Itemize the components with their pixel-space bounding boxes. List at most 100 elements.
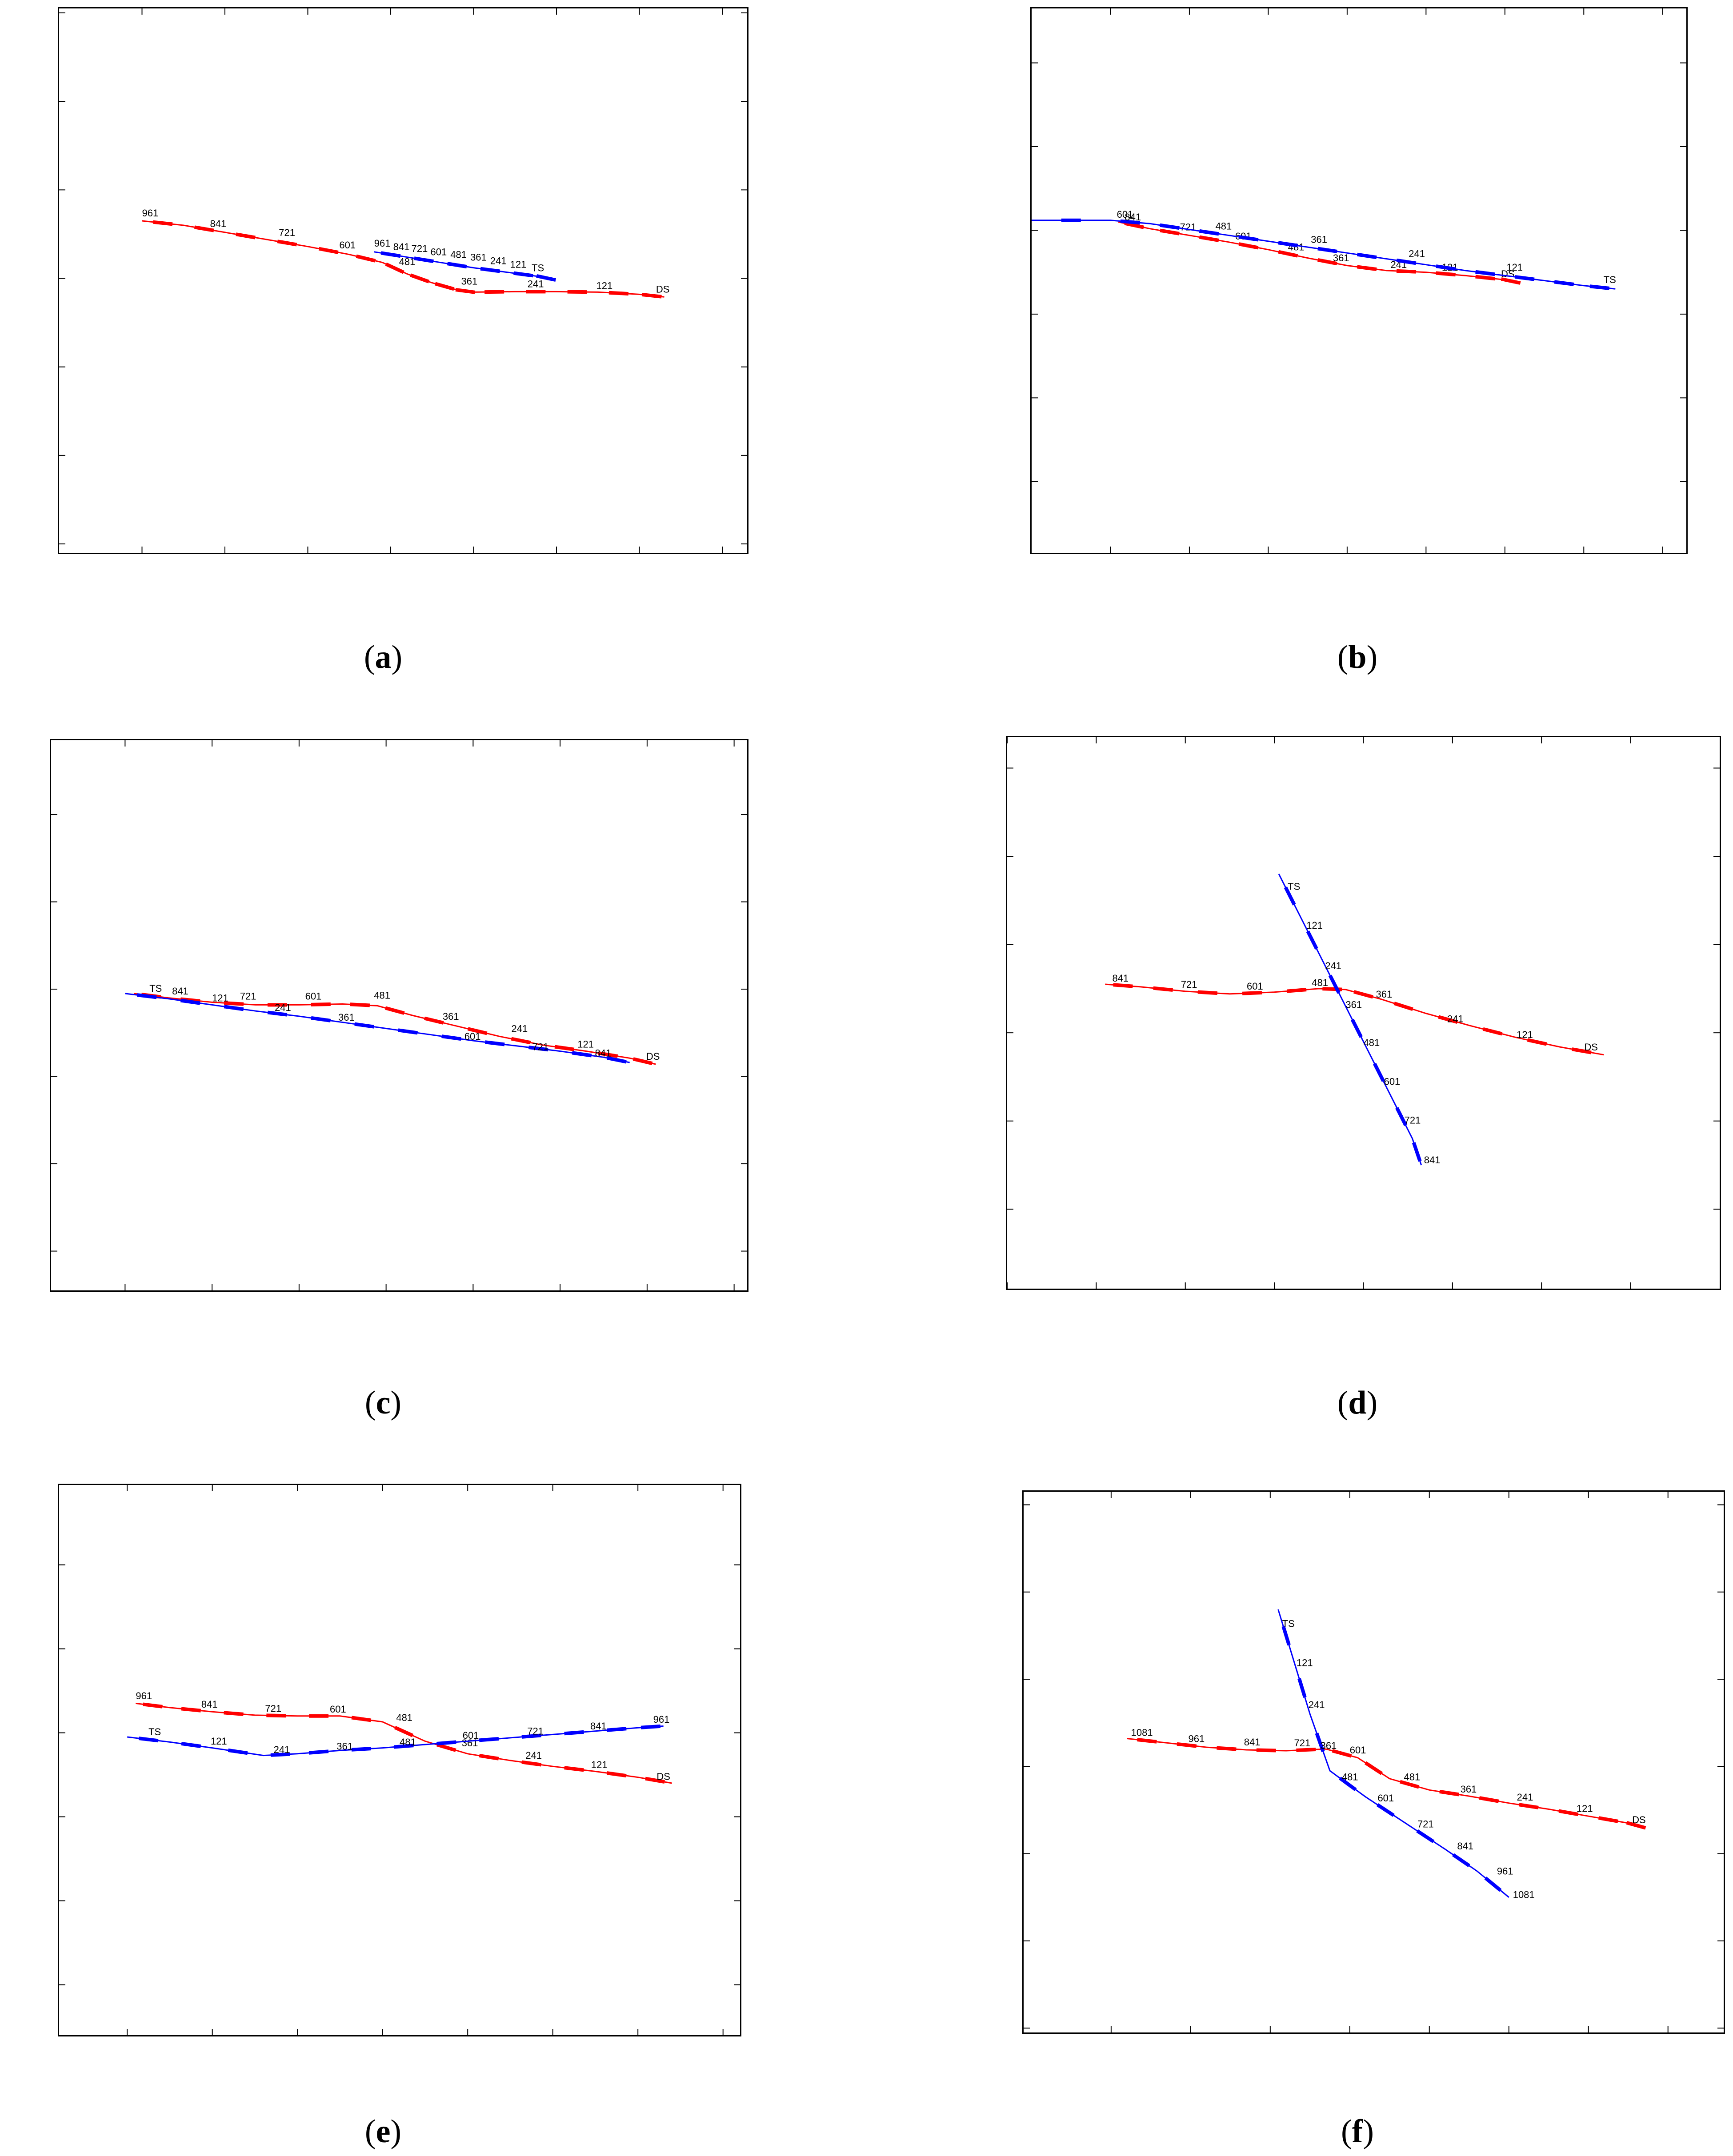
track-mark-ds bbox=[554, 1045, 575, 1051]
track-mark-ts bbox=[1475, 270, 1495, 276]
track-mark-ts bbox=[447, 262, 467, 269]
track-label: 601 bbox=[464, 1031, 481, 1042]
track-label: 481 bbox=[1364, 1037, 1380, 1048]
track-label: 121 bbox=[1306, 920, 1323, 931]
track-mark-ds bbox=[1479, 1796, 1499, 1803]
track-label: 241 bbox=[525, 1750, 542, 1761]
track-label: 241 bbox=[1309, 1699, 1325, 1710]
track-mark-ts bbox=[1589, 284, 1610, 290]
track-mark-ts bbox=[1061, 218, 1081, 222]
track-mark-ds bbox=[1353, 990, 1373, 999]
track-mark-ts bbox=[1328, 974, 1341, 994]
track-mark-ds bbox=[267, 1003, 287, 1007]
track-label: 841 bbox=[393, 241, 410, 252]
track-mark-ts bbox=[536, 274, 556, 282]
track-mark-ts bbox=[1238, 235, 1259, 242]
track-label: 361 bbox=[1321, 1740, 1337, 1751]
track-label: 961 bbox=[136, 1690, 152, 1701]
track-mark-ds bbox=[484, 290, 504, 294]
track-label: 1081 bbox=[1131, 1727, 1153, 1738]
track-mark-ds bbox=[309, 1714, 329, 1718]
track-label: 121 bbox=[591, 1759, 608, 1770]
track-label: 961 bbox=[1188, 1733, 1205, 1744]
track-label: 361 bbox=[338, 1012, 355, 1023]
track-mark-ds bbox=[1286, 988, 1307, 993]
track-mark-ds bbox=[1242, 990, 1262, 995]
series-line-ds bbox=[1127, 1738, 1645, 1829]
track-mark-ds bbox=[394, 1725, 414, 1737]
track-mark-ds bbox=[1527, 1038, 1547, 1046]
track-mark-ds bbox=[1364, 1761, 1383, 1775]
track-label: 721 bbox=[532, 1042, 548, 1053]
track-label: 121 bbox=[510, 259, 527, 270]
track-label: 241 bbox=[1447, 1013, 1464, 1024]
track-label: 721 bbox=[1294, 1737, 1311, 1749]
chart-panel-a: -4000 -3000 -2000 -1000 0 1000 2000 0 1000 2000 30… bbox=[58, 7, 748, 554]
track-mark-ds bbox=[181, 1707, 201, 1713]
track-label: 481 bbox=[396, 1712, 412, 1723]
track-mark-ds bbox=[526, 290, 546, 294]
track-mark-ts bbox=[521, 1733, 542, 1739]
track-mark-ts bbox=[607, 1056, 627, 1064]
track-mark-ds bbox=[1296, 1748, 1316, 1752]
track-mark-ds bbox=[1396, 269, 1417, 274]
track-label: 481 bbox=[1216, 221, 1232, 232]
chart-panel-d: -3000 -2000 -1000 0 1000 2000 -1000 0 1000 2000 30… bbox=[1006, 736, 1721, 1290]
track-mark-ts bbox=[1416, 1829, 1435, 1843]
track-label: 361 bbox=[1333, 252, 1349, 264]
track-label: 121 bbox=[1506, 262, 1523, 273]
track-mark-ds bbox=[424, 1016, 444, 1025]
track-label: 361 bbox=[462, 1737, 478, 1749]
track-mark-ds bbox=[1572, 1047, 1592, 1054]
track-mark-ts bbox=[1281, 1625, 1291, 1646]
track-mark-ds bbox=[467, 1027, 488, 1035]
track-label: 841 bbox=[201, 1699, 218, 1710]
track-mark-ds bbox=[1482, 1027, 1503, 1036]
track-mark-ds bbox=[1256, 1748, 1276, 1753]
track-mark-ts bbox=[180, 998, 200, 1005]
track-label: 361 bbox=[461, 275, 478, 287]
track-label: 601 bbox=[1247, 981, 1263, 992]
track-label: TS bbox=[1282, 1618, 1295, 1629]
track-mark-ds bbox=[1436, 271, 1456, 277]
track-label: DS bbox=[1584, 1042, 1598, 1053]
track-label: TS bbox=[1288, 881, 1300, 892]
track-mark-ts bbox=[572, 1051, 592, 1058]
track-mark-ds bbox=[1501, 277, 1521, 285]
track-mark-ts bbox=[1297, 1678, 1307, 1698]
series-line-ds bbox=[1118, 221, 1517, 283]
track-mark-ts bbox=[607, 1727, 627, 1732]
track-mark-ts bbox=[1306, 930, 1318, 950]
caption-b: (b) bbox=[1337, 639, 1378, 675]
track-mark-ds bbox=[598, 1051, 618, 1058]
track-label: 121 bbox=[1577, 1803, 1593, 1814]
track-mark-ds bbox=[1113, 983, 1133, 988]
track-mark-ts bbox=[1315, 1733, 1325, 1753]
track-label: 841 bbox=[1424, 1154, 1441, 1166]
track-mark-ts bbox=[1339, 1777, 1357, 1791]
track-mark-ts bbox=[1317, 247, 1337, 253]
track-label: 721 bbox=[1180, 221, 1197, 232]
track-label: DS bbox=[656, 1771, 670, 1782]
track-mark-ts bbox=[1199, 229, 1219, 236]
track-mark-ds bbox=[608, 291, 629, 296]
track-label: 481 bbox=[374, 990, 390, 1001]
track-mark-ds bbox=[385, 262, 404, 274]
track-label: TS bbox=[149, 983, 162, 994]
track-mark-ts bbox=[354, 1022, 375, 1029]
track-mark-ts bbox=[267, 1010, 288, 1017]
track-mark-ds bbox=[194, 225, 214, 232]
track-label: TS bbox=[532, 263, 544, 274]
track-label: 241 bbox=[1409, 248, 1425, 260]
track-mark-ts bbox=[1396, 258, 1417, 265]
track-label: 361 bbox=[1345, 999, 1362, 1010]
track-label: 241 bbox=[1325, 960, 1341, 971]
track-mark-ts bbox=[480, 267, 500, 273]
track-mark-ds bbox=[1357, 265, 1377, 271]
track-mark-ts bbox=[414, 256, 434, 264]
track-mark-ts bbox=[1484, 1877, 1502, 1892]
track-mark-ds bbox=[1217, 1746, 1237, 1751]
caption-d: (d) bbox=[1337, 1385, 1378, 1421]
